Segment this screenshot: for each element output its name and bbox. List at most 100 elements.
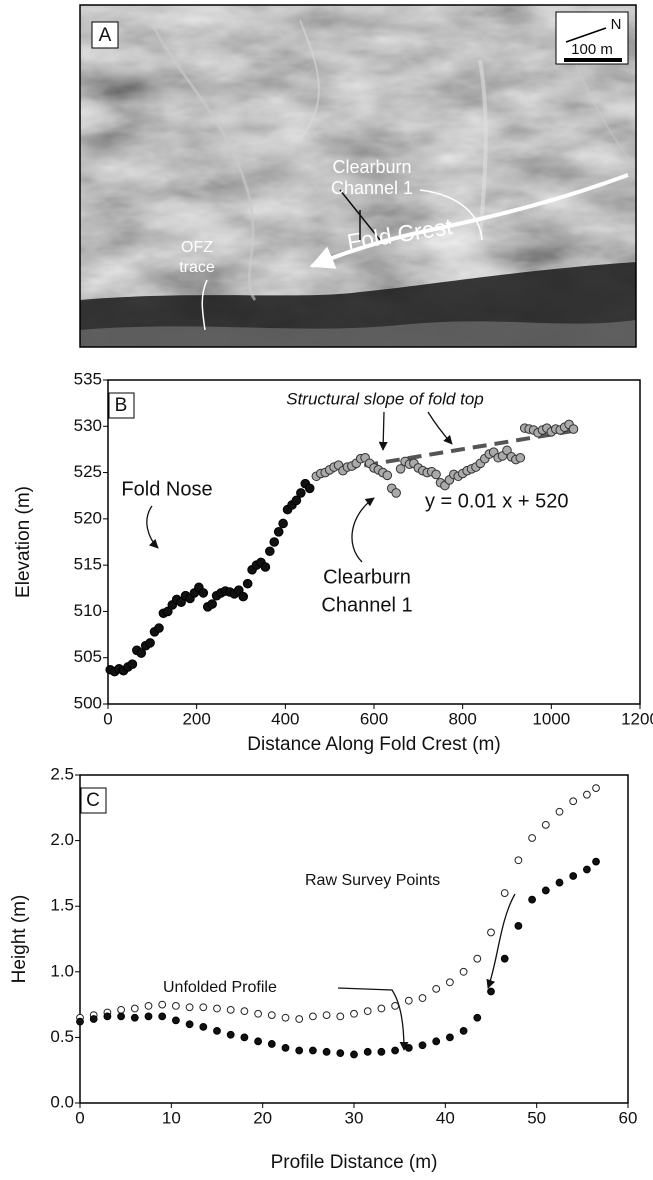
annotation-arrow xyxy=(337,987,409,1051)
photo-frame xyxy=(79,4,637,348)
y-tick-label: 2.0 xyxy=(50,830,74,849)
x-tick-label: 60 xyxy=(619,1108,638,1127)
x-axis-label: Distance Along Fold Crest (m) xyxy=(247,734,500,755)
point xyxy=(295,1046,304,1055)
point xyxy=(185,1003,194,1012)
panel-label-box xyxy=(91,21,119,49)
x-tick-label: 0 xyxy=(75,1108,84,1127)
x-tick-label: 1000 xyxy=(532,709,570,728)
point xyxy=(304,483,315,494)
point xyxy=(431,469,441,480)
point xyxy=(295,1015,304,1023)
point xyxy=(322,1011,331,1019)
point xyxy=(528,834,536,842)
leader xyxy=(201,279,208,331)
scale-label: 100 m xyxy=(571,41,613,58)
annotation: Clearburn xyxy=(323,566,411,588)
point xyxy=(487,928,495,937)
point xyxy=(117,1012,125,1021)
point xyxy=(541,820,550,829)
point xyxy=(130,1004,139,1013)
point xyxy=(213,1026,221,1035)
x-tick-label: 50 xyxy=(527,1108,546,1127)
point xyxy=(446,1033,454,1042)
point xyxy=(391,488,401,498)
point xyxy=(528,895,536,904)
point xyxy=(281,1043,290,1052)
y-tick-label: 520 xyxy=(74,508,102,527)
point xyxy=(199,1003,208,1012)
point xyxy=(296,488,306,498)
point xyxy=(382,470,393,481)
point xyxy=(502,445,512,456)
x-tick-label: 800 xyxy=(448,709,476,728)
point xyxy=(267,1040,276,1048)
annotation-arrow xyxy=(351,497,375,563)
point xyxy=(198,588,209,598)
point xyxy=(418,1041,427,1050)
point xyxy=(363,1007,372,1016)
point xyxy=(395,464,406,474)
y-tick-label: 535 xyxy=(74,369,102,388)
streak xyxy=(148,19,257,301)
point xyxy=(350,1050,358,1059)
point xyxy=(242,578,253,589)
panel-label: A xyxy=(99,25,112,46)
y-tick-label: 1.5 xyxy=(50,896,74,915)
point xyxy=(233,585,244,595)
panel-label-box xyxy=(108,392,135,419)
point xyxy=(176,597,186,607)
photo-annotation: OFZ xyxy=(181,239,213,256)
point xyxy=(592,857,600,866)
north-arrow xyxy=(565,27,607,43)
point xyxy=(144,1002,153,1010)
x-tick-label: 200 xyxy=(182,709,210,728)
photo-annotation: trace xyxy=(179,259,215,276)
point xyxy=(136,648,147,658)
x-tick-label: 1200 xyxy=(621,709,653,728)
aerial-photo xyxy=(80,5,636,347)
y-tick-label: 0.5 xyxy=(50,1027,74,1046)
point xyxy=(322,1047,331,1056)
north-label: N xyxy=(611,16,622,33)
point xyxy=(240,1033,249,1042)
panel-label: B xyxy=(115,395,128,416)
point xyxy=(254,1009,263,1018)
annotation-arrow xyxy=(427,411,453,445)
x-tick-label: 0 xyxy=(103,709,112,728)
point xyxy=(500,954,509,963)
point xyxy=(309,1012,317,1021)
point xyxy=(515,452,526,463)
point xyxy=(569,872,578,880)
crosshair xyxy=(339,189,381,241)
y-axis-label: Elevation (m) xyxy=(13,486,34,598)
point xyxy=(172,1016,180,1025)
light-ground xyxy=(80,320,636,347)
point xyxy=(583,790,591,799)
point xyxy=(514,856,523,865)
point xyxy=(199,1023,208,1031)
point xyxy=(76,1017,84,1026)
point xyxy=(158,1012,167,1021)
point xyxy=(391,1002,400,1010)
point xyxy=(569,797,578,806)
y-tick-label: 510 xyxy=(74,601,102,620)
point xyxy=(592,784,600,793)
point xyxy=(226,1005,235,1014)
y-tick-label: 0.0 xyxy=(50,1092,74,1111)
point xyxy=(163,606,173,617)
y-axis-label: Height (m) xyxy=(9,895,30,984)
point xyxy=(291,495,302,506)
annotation-arrow xyxy=(146,505,159,549)
x-tick-label: 20 xyxy=(253,1108,272,1127)
annotation: Raw Survey Points xyxy=(305,872,440,889)
annotation: Structural slope of fold top xyxy=(286,389,484,408)
point xyxy=(103,1012,112,1021)
point xyxy=(473,1013,482,1022)
x-tick-label: 30 xyxy=(345,1108,364,1127)
photo-annotation: Channel 1 xyxy=(331,178,413,198)
point xyxy=(130,1013,139,1022)
point xyxy=(154,623,164,633)
point xyxy=(127,659,138,669)
